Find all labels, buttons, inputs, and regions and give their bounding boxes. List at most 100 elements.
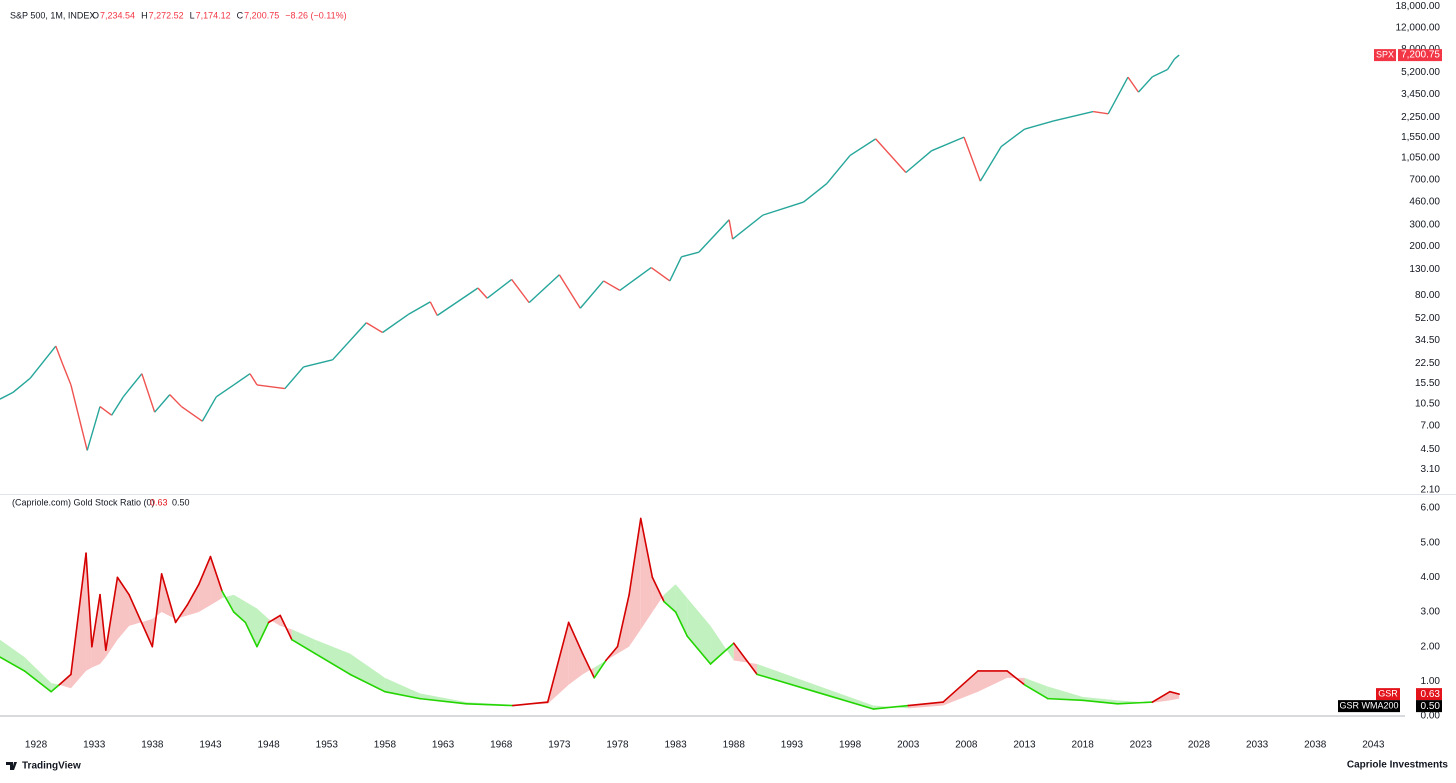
gsr-segment — [628, 517, 642, 596]
price-segment — [181, 405, 203, 422]
y-tick-label: 10.50 — [1415, 399, 1440, 410]
band-fill — [419, 693, 467, 704]
gsr-segment — [99, 593, 107, 651]
gsr-tag-name-bg — [1376, 688, 1400, 701]
price-segment — [111, 396, 124, 416]
gsr-tag-name: GSR — [1378, 688, 1398, 698]
x-tick-label: 1933 — [83, 740, 106, 751]
band-fill — [117, 577, 130, 640]
gsr-segment — [105, 576, 119, 651]
x-tick-label: 1973 — [548, 740, 571, 751]
price-segment — [669, 256, 683, 282]
band-fill — [0, 639, 25, 671]
x-tick-label: 2028 — [1188, 740, 1211, 751]
gsr-segment — [58, 673, 72, 686]
gsr-segment — [756, 673, 816, 693]
price-segment — [365, 322, 383, 334]
x-tick-label: 1928 — [25, 740, 48, 751]
y-tick-label: 2.10 — [1421, 485, 1441, 496]
band-fill — [640, 518, 653, 630]
y-tick-label: 460.00 — [1409, 197, 1440, 208]
band-fill — [24, 657, 52, 692]
price-segment — [650, 266, 671, 282]
band-fill — [91, 594, 101, 668]
gsr-segment — [465, 703, 514, 707]
price-segment — [875, 138, 907, 173]
x-tick-label: 2008 — [955, 740, 978, 751]
ohlc-key: L — [190, 10, 195, 20]
gsr-segment — [85, 552, 93, 648]
x-tick-label: 1943 — [199, 740, 222, 751]
band-fill — [384, 677, 420, 699]
wma-tag-value-bg — [1416, 700, 1442, 713]
gsr-segment — [160, 573, 177, 624]
price-segment — [256, 384, 285, 390]
price-segment — [429, 301, 438, 316]
x-tick-label: 2038 — [1304, 740, 1327, 751]
price-segment — [1127, 76, 1140, 93]
gsr-segment — [732, 642, 758, 676]
x-tick-label: 1978 — [606, 740, 629, 751]
gsr-segment — [1169, 690, 1180, 695]
y-tick-label: 4.50 — [1421, 444, 1441, 455]
band-fill — [291, 629, 316, 654]
price-segment — [905, 150, 932, 174]
gsr-segment — [314, 652, 351, 676]
price-segment — [603, 280, 621, 291]
y-tick-label: 6.00 — [1421, 503, 1441, 514]
ohlc-value: 7,200.75 — [244, 10, 279, 20]
price-segment — [486, 278, 513, 299]
x-tick-label: 1988 — [723, 740, 746, 751]
x-tick-label: 2003 — [897, 740, 920, 751]
price-segment — [0, 391, 14, 400]
gsr-segment — [1006, 670, 1026, 686]
gsr-segment — [663, 600, 677, 613]
y-tick-label: 3.10 — [1421, 464, 1441, 475]
y-tick-label: 200.00 — [1409, 241, 1440, 252]
gsr-segment — [651, 576, 665, 603]
y-tick-label: 7.00 — [1421, 420, 1441, 431]
price-segment — [979, 146, 1002, 182]
x-tick-label: 1983 — [665, 740, 688, 751]
price-segment — [141, 373, 156, 413]
price-segment — [1093, 110, 1109, 115]
price-segment — [201, 396, 217, 422]
ohlc-value: 7,174.12 — [196, 10, 231, 20]
y-tick-label: 5.00 — [1421, 537, 1441, 548]
y-tick-label: 4.00 — [1421, 572, 1441, 583]
price-segment — [169, 394, 182, 408]
x-tick-label: 2043 — [1362, 740, 1385, 751]
band-fill — [245, 601, 257, 647]
price-segment — [70, 384, 88, 451]
y-tick-label: 0.00 — [1421, 711, 1441, 722]
price-segment — [332, 322, 367, 361]
x-tick-label: 2023 — [1130, 740, 1153, 751]
gsr-segment — [872, 704, 910, 710]
y-tick-label: 700.00 — [1409, 174, 1440, 185]
price-segment — [619, 266, 652, 291]
band-fill — [315, 639, 351, 675]
gsr-segment — [605, 645, 619, 662]
price-segment — [826, 155, 851, 185]
wma-tag-name-bg — [1338, 700, 1400, 713]
price-segment — [1000, 128, 1025, 148]
gsr-segment — [1023, 683, 1049, 700]
price-tag-name-bg — [1374, 49, 1396, 62]
gsr-segment — [907, 701, 944, 707]
gsr-segment — [686, 635, 712, 665]
legend-wma-value: 0.50 — [172, 497, 190, 507]
tv-logo — [6, 762, 17, 770]
price-segment — [728, 219, 734, 240]
gsr-segment — [814, 690, 875, 710]
gsr-tag-value-bg — [1416, 688, 1442, 701]
y-tick-label: 5,200.00 — [1401, 67, 1440, 78]
gsr-segment — [151, 573, 163, 648]
ohlc-value: 7,272.52 — [149, 10, 184, 20]
gsr-segment — [512, 701, 549, 707]
band-fill — [210, 556, 223, 606]
x-tick-label: 2033 — [1246, 740, 1269, 751]
gsr-segment — [279, 614, 293, 641]
gsr-segment — [70, 552, 87, 676]
band-fill — [1082, 696, 1118, 704]
